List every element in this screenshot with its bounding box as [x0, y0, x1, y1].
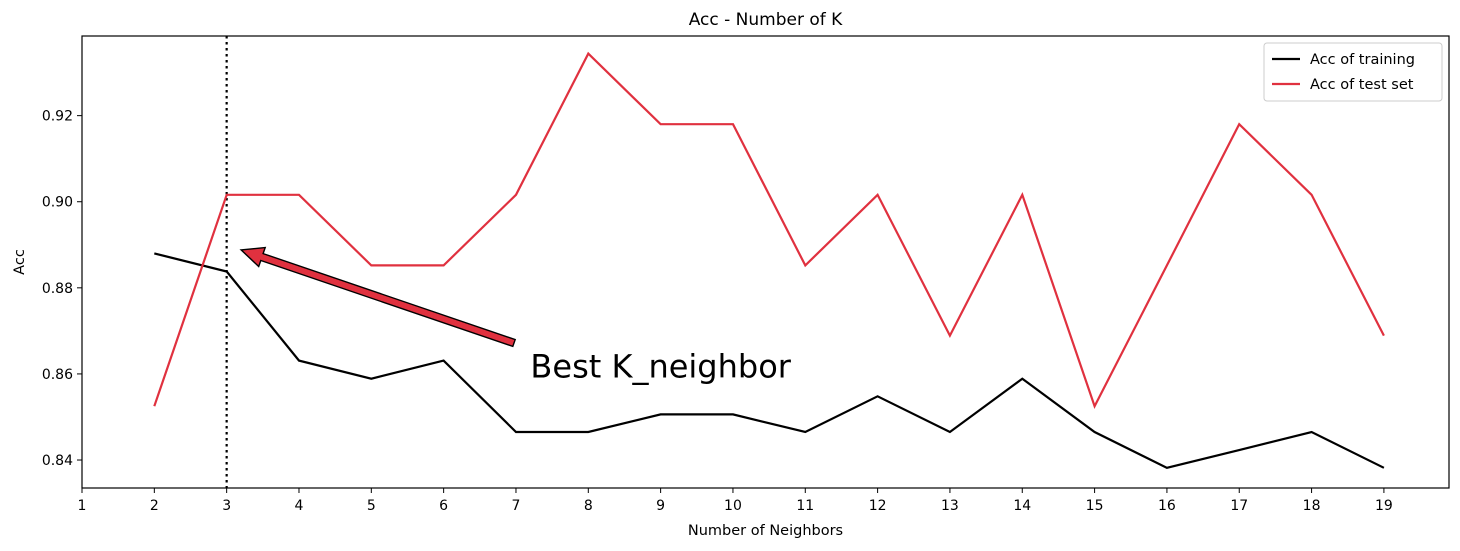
training-accuracy-line [154, 252, 1385, 469]
plot-lines [153, 36, 1385, 488]
legend-label: Acc of training [1310, 52, 1415, 68]
y-axis-label: Acc [12, 249, 28, 275]
annotation-layer: Best K_neighbor [239, 246, 792, 385]
x-tick-label: 15 [1086, 498, 1104, 514]
x-tick-label: 16 [1158, 498, 1176, 514]
y-tick-label: 0.90 [42, 195, 73, 211]
x-tick-label: 7 [512, 498, 521, 514]
x-tick-label: 13 [941, 498, 959, 514]
x-tick-label: 6 [439, 498, 448, 514]
x-tick-label: 4 [295, 498, 304, 514]
x-tick-label: 9 [656, 498, 665, 514]
x-tick-label: 3 [222, 498, 231, 514]
x-tick-label: 17 [1230, 498, 1248, 514]
legend-box [1263, 42, 1443, 102]
x-tick-label: 1 [78, 498, 87, 514]
legend-label: Acc of test set [1310, 77, 1414, 93]
chart-title: Acc - Number of K [689, 10, 843, 30]
x-tick-label: 14 [1013, 498, 1031, 514]
annotation-text: Best K_neighbor [530, 347, 791, 385]
y-tick-label: 0.92 [42, 109, 73, 125]
x-tick-label: 18 [1303, 498, 1321, 514]
y-axis: 0.84 0.86 0.88 0.90 0.92 [42, 109, 82, 469]
x-axis-label: Number of Neighbors [688, 523, 843, 539]
x-tick-label: 8 [584, 498, 593, 514]
plot-area-frame [81, 35, 1450, 489]
legend: Acc of training Acc of test set [1263, 42, 1443, 102]
x-tick-label: 5 [367, 498, 376, 514]
x-axis: 1 2 3 4 5 6 7 8 9 10 11 12 13 14 15 16 17 18 19 [78, 488, 1393, 514]
y-tick-label: 0.86 [42, 367, 73, 383]
y-tick-label: 0.84 [42, 453, 73, 469]
x-tick-label: 11 [796, 498, 814, 514]
x-tick-label: 19 [1375, 498, 1393, 514]
y-tick-label: 0.88 [42, 281, 73, 297]
x-tick-label: 10 [724, 498, 742, 514]
annotation-arrow [239, 246, 517, 348]
x-tick-label: 12 [869, 498, 887, 514]
test-accuracy-line [153, 51, 1385, 410]
x-tick-label: 2 [150, 498, 159, 514]
